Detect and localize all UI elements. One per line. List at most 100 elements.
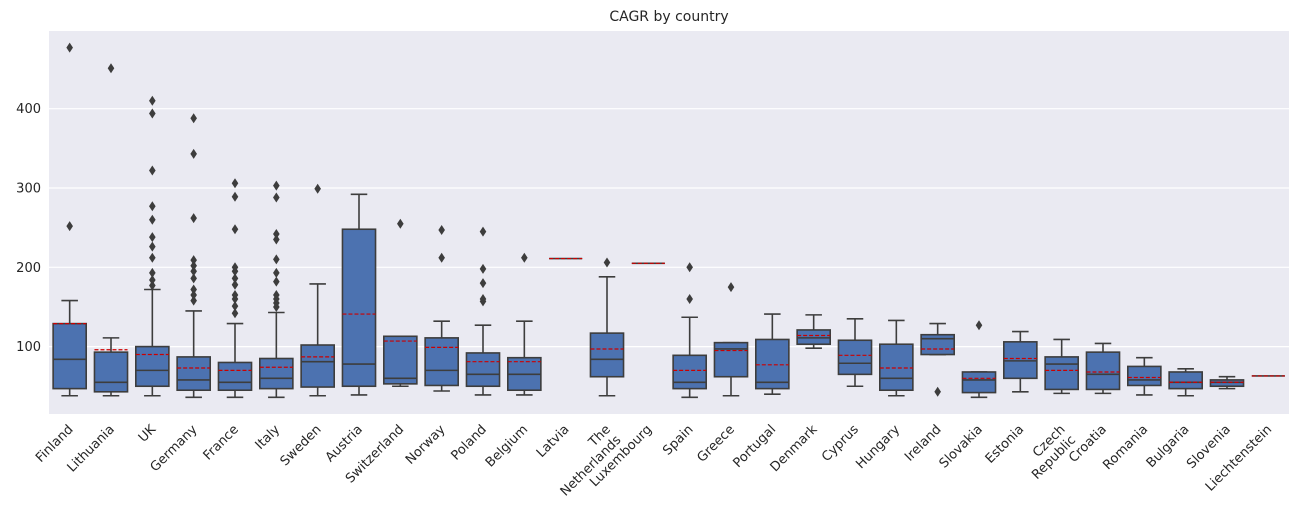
box-iqr: [258, 357, 294, 390]
outlier-point: [149, 274, 156, 285]
x-tick-label: Italy: [253, 422, 284, 453]
x-tick-label: Sweden: [278, 422, 325, 469]
box-france: [217, 178, 253, 399]
box-iqr: [52, 322, 88, 390]
box-iqr: [1168, 371, 1203, 390]
outlier-point: [231, 178, 239, 189]
y-tick-labels: 100 200 300 400: [16, 102, 41, 355]
outlier-point: [273, 192, 280, 203]
outlier-point: [273, 180, 280, 191]
box-norway: [424, 225, 459, 392]
outlier-point: [149, 108, 156, 119]
outlier-point: [190, 284, 197, 295]
box-the-netherlands: [589, 257, 625, 397]
outlier-point: [190, 113, 197, 124]
box-slovakia: [961, 320, 997, 399]
outlier-point: [149, 280, 156, 291]
outlier-point: [66, 221, 73, 232]
outlier-point: [231, 279, 239, 290]
outlier-point: [190, 255, 197, 266]
outlier-point: [231, 224, 239, 235]
box-iqr: [1127, 365, 1162, 387]
x-tick-label: Slovakia: [937, 422, 986, 471]
box-spain: [672, 262, 708, 399]
outlier-point: [190, 266, 197, 277]
box-austria: [341, 193, 377, 396]
box-iqr: [878, 343, 914, 392]
outlier-point: [273, 267, 280, 278]
box-iqr: [341, 228, 377, 388]
box-finland: [52, 42, 88, 397]
box-iqr: [176, 356, 211, 392]
x-tick-label: France: [201, 422, 242, 463]
plot-background: [49, 31, 1289, 414]
box-iqr: [961, 371, 997, 394]
box-poland: [465, 226, 501, 396]
outlier-point: [727, 282, 735, 293]
box-bulgaria: [1168, 368, 1203, 397]
outlier-point: [149, 214, 156, 225]
box-germany: [176, 113, 211, 399]
outlier-point: [934, 386, 941, 397]
y-tick-label: 100: [16, 340, 41, 355]
outlier-point: [190, 260, 197, 271]
box-hungary: [878, 319, 914, 397]
outlier-point: [190, 273, 197, 284]
box-iqr: [93, 351, 129, 393]
box-belgium: [506, 252, 542, 396]
grid-lines: [49, 108, 1289, 348]
box-iqr: [424, 337, 459, 387]
outlier-point: [149, 95, 156, 106]
box-iqr: [672, 354, 708, 390]
outlier-point: [231, 191, 239, 202]
box-iqr: [754, 338, 790, 390]
box-iqr: [589, 332, 625, 378]
box-iqr: [217, 361, 253, 392]
x-tick-label: UK: [136, 422, 160, 446]
outlier-point: [479, 226, 487, 237]
chart-title: CAGR by country: [609, 9, 728, 25]
x-tick-label: Belgium: [483, 422, 531, 470]
box-iqr: [382, 335, 418, 385]
box-switzerland: [382, 218, 418, 388]
box-greece: [713, 282, 749, 397]
box-iqr: [1085, 351, 1121, 391]
outlier-point: [438, 252, 445, 263]
outlier-point: [190, 290, 197, 301]
outlier-point: [149, 241, 156, 252]
outlier-point: [273, 234, 280, 245]
box-iqr: [1044, 356, 1079, 391]
outlier-point: [231, 301, 239, 312]
x-tick-label: Romania: [1100, 422, 1151, 473]
box-ireland: [920, 322, 956, 397]
outlier-point: [149, 267, 156, 278]
box-uk: [135, 95, 170, 397]
outlier-point: [521, 252, 528, 263]
outlier-point: [107, 63, 115, 74]
outlier-point: [273, 276, 280, 287]
box-romania: [1127, 356, 1162, 396]
outlier-point: [273, 290, 280, 301]
box-iqr: [920, 333, 956, 356]
outlier-point: [149, 252, 156, 263]
box-czech-republic: [1044, 338, 1079, 395]
outlier-point: [231, 308, 239, 319]
outlier-point: [273, 228, 280, 239]
box-iqr: [300, 344, 335, 388]
x-tick-label: Latvia: [534, 422, 573, 461]
box-iqr: [465, 352, 501, 388]
box-sweden: [300, 183, 335, 397]
outlier-point: [190, 213, 197, 224]
x-tick-label: Poland: [449, 422, 490, 463]
outlier-point: [273, 254, 280, 265]
outlier-point: [149, 201, 156, 212]
box-iqr: [713, 341, 749, 378]
box-cyprus: [837, 318, 873, 388]
box-iqr: [837, 339, 873, 376]
outlier-point: [438, 225, 445, 236]
outlier-point: [479, 278, 487, 289]
outlier-point: [149, 165, 156, 176]
x-tick-label: Norway: [403, 422, 449, 468]
box-estonia: [1002, 330, 1038, 393]
